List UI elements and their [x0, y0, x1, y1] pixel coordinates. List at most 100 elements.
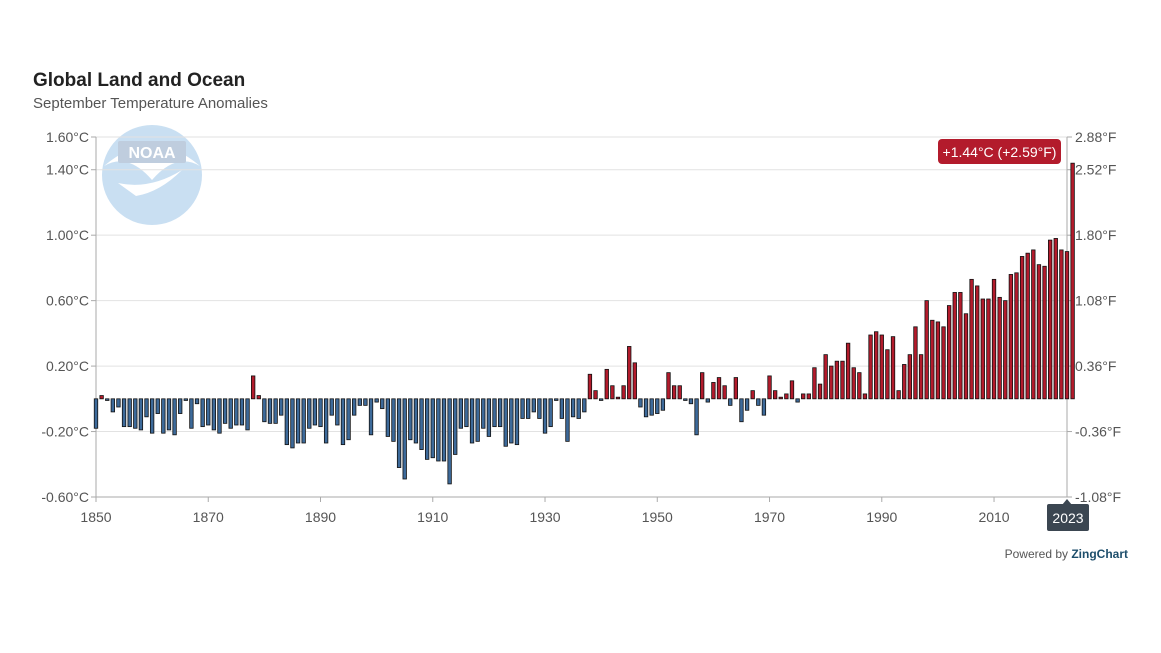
bar-1892[interactable] — [329, 398, 334, 416]
bar-1958[interactable] — [700, 372, 705, 400]
bar-1858[interactable] — [138, 398, 144, 431]
bar-1866[interactable] — [183, 398, 188, 401]
bar-1897[interactable] — [357, 398, 362, 406]
bar-1862[interactable] — [161, 398, 166, 434]
bar-1942[interactable] — [610, 385, 615, 400]
bar-2014[interactable] — [1014, 272, 1019, 400]
bar-1891[interactable] — [323, 398, 329, 444]
bar-1994[interactable] — [902, 364, 907, 400]
bar-1966[interactable] — [744, 398, 750, 411]
bar-1867[interactable] — [189, 398, 194, 429]
bar-1916[interactable] — [464, 398, 469, 428]
bar-1963[interactable] — [728, 398, 733, 406]
bar-1984[interactable] — [845, 342, 851, 400]
bar-1928[interactable] — [531, 398, 536, 413]
bar-1908[interactable] — [419, 398, 424, 450]
bar-1959[interactable] — [705, 398, 710, 403]
bar-2021[interactable] — [1053, 238, 1058, 400]
bar-1906[interactable] — [408, 398, 413, 441]
bar-1979[interactable] — [817, 383, 823, 400]
bar-1985[interactable] — [851, 367, 856, 400]
bar-1915[interactable] — [458, 398, 463, 429]
bar-1868[interactable] — [194, 398, 200, 405]
bar-1853[interactable] — [110, 398, 115, 413]
bar-1895[interactable] — [346, 398, 351, 441]
bar-1917[interactable] — [469, 398, 475, 444]
bar-1872[interactable] — [217, 398, 222, 434]
bar-1997[interactable] — [918, 354, 924, 400]
bar-1894[interactable] — [340, 398, 346, 446]
bar-1874[interactable] — [228, 398, 233, 429]
bar-1855[interactable] — [121, 398, 127, 428]
bar-1896[interactable] — [352, 398, 357, 416]
bar-1974[interactable] — [789, 380, 795, 400]
bar-1869[interactable] — [200, 398, 205, 428]
bar-1945[interactable] — [627, 346, 632, 400]
bar-2009[interactable] — [986, 298, 991, 400]
bar-1933[interactable] — [559, 398, 565, 419]
bar-1947[interactable] — [638, 398, 643, 408]
bar-1905[interactable] — [402, 398, 407, 480]
bar-1938[interactable] — [587, 373, 593, 400]
bar-1975[interactable] — [795, 398, 800, 403]
bar-1940[interactable] — [598, 398, 604, 401]
bar-1967[interactable] — [750, 390, 755, 400]
bar-1871[interactable] — [211, 398, 217, 431]
bar-2004[interactable] — [958, 292, 963, 400]
bar-1914[interactable] — [453, 398, 458, 455]
bar-2020[interactable] — [1048, 239, 1053, 400]
bar-1861[interactable] — [155, 398, 160, 414]
bar-1939[interactable] — [593, 390, 598, 400]
bar-1857[interactable] — [133, 398, 138, 429]
bar-2024[interactable] — [1070, 162, 1075, 400]
bar-1988[interactable] — [868, 334, 873, 400]
bar-1990[interactable] — [879, 334, 884, 400]
bar-1992[interactable] — [890, 336, 896, 400]
bar-1911[interactable] — [436, 398, 441, 462]
bar-1913[interactable] — [447, 398, 452, 485]
bar-2008[interactable] — [980, 298, 985, 400]
bar-1893[interactable] — [335, 398, 340, 426]
bar-1973[interactable] — [784, 393, 789, 400]
bar-1927[interactable] — [526, 398, 531, 419]
bar-1964[interactable] — [733, 377, 738, 400]
bar-1886[interactable] — [295, 398, 301, 444]
bar-1903[interactable] — [391, 398, 396, 442]
bar-1864[interactable] — [172, 398, 177, 436]
bar-1976[interactable] — [801, 393, 806, 400]
bar-1902[interactable] — [385, 398, 391, 437]
bar-1910[interactable] — [430, 398, 435, 459]
bar-2012[interactable] — [1003, 300, 1008, 400]
bar-1948[interactable] — [643, 398, 649, 418]
bar-1935[interactable] — [570, 398, 576, 418]
bar-1982[interactable] — [834, 360, 840, 400]
bar-2022[interactable] — [1059, 249, 1064, 400]
bar-1970[interactable] — [767, 375, 772, 400]
bar-1863[interactable] — [166, 398, 172, 431]
bar-1987[interactable] — [862, 393, 868, 400]
bar-1971[interactable] — [772, 390, 778, 400]
bar-1881[interactable] — [267, 398, 273, 424]
bar-1865[interactable] — [178, 398, 183, 414]
bar-2023[interactable] — [1064, 251, 1070, 400]
bar-1968[interactable] — [756, 398, 761, 406]
bar-1856[interactable] — [127, 398, 132, 428]
bar-1850[interactable] — [93, 398, 99, 429]
bar-1890[interactable] — [318, 398, 323, 428]
bar-1907[interactable] — [413, 398, 419, 444]
bar-1996[interactable] — [913, 326, 918, 400]
bar-1983[interactable] — [840, 360, 845, 400]
bar-2005[interactable] — [963, 313, 969, 400]
bar-1889[interactable] — [312, 398, 318, 426]
bar-1926[interactable] — [520, 398, 525, 419]
bar-1901[interactable] — [380, 398, 385, 410]
bar-1923[interactable] — [503, 398, 508, 447]
bar-1925[interactable] — [514, 398, 520, 446]
bar-1962[interactable] — [722, 385, 727, 400]
bar-1949[interactable] — [649, 398, 654, 416]
bar-1957[interactable] — [694, 398, 699, 436]
bar-1969[interactable] — [761, 398, 767, 416]
bar-1885[interactable] — [290, 398, 295, 449]
bar-1961[interactable] — [716, 377, 722, 400]
bar-1936[interactable] — [576, 398, 581, 419]
